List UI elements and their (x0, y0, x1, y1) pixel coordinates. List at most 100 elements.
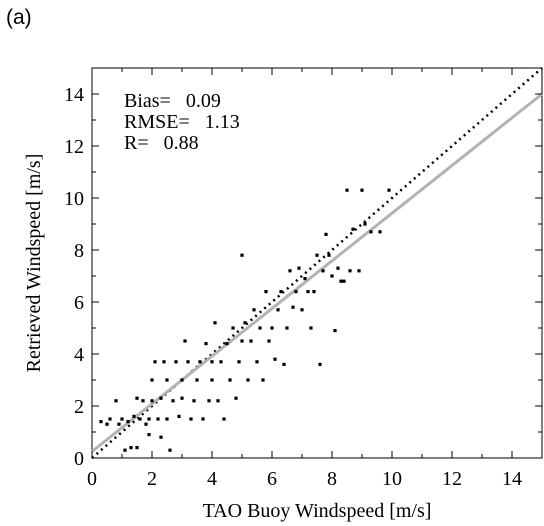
data-point-71 (294, 290, 298, 294)
stat-line-2: R= 0.88 (124, 132, 199, 154)
data-point-60 (261, 378, 265, 382)
data-point-26 (168, 448, 172, 452)
data-point-39 (204, 342, 208, 346)
data-point-17 (150, 399, 154, 403)
data-point-37 (198, 360, 202, 364)
data-point-8 (129, 446, 133, 450)
x-tick-label-0: 0 (87, 468, 97, 490)
data-point-10 (135, 446, 139, 450)
data-points (99, 188, 391, 452)
data-point-77 (312, 290, 316, 294)
data-point-78 (315, 253, 319, 257)
data-point-96 (387, 188, 391, 192)
data-point-18 (150, 378, 154, 382)
data-point-59 (258, 326, 262, 330)
x-tick-label-7: 14 (502, 468, 522, 490)
data-point-70 (291, 305, 295, 309)
data-point-33 (186, 360, 190, 364)
data-point-90 (351, 227, 355, 231)
y-axis-ticks: 0 2 4 6 8 10 12 14 (64, 84, 542, 470)
plot-frame (91, 67, 543, 459)
data-point-69 (288, 269, 292, 273)
data-point-66 (279, 290, 283, 294)
data-point-42 (210, 360, 214, 364)
data-point-52 (240, 339, 244, 343)
x-tick-label-5: 10 (382, 468, 402, 490)
data-point-89 (348, 269, 352, 273)
data-point-30 (180, 396, 184, 400)
data-point-85 (336, 266, 340, 270)
data-point-93 (363, 222, 367, 226)
data-point-58 (255, 360, 259, 364)
data-point-79 (318, 362, 322, 366)
data-point-36 (195, 378, 199, 382)
data-point-48 (228, 378, 232, 382)
y-tick-label-6: 12 (64, 136, 84, 158)
data-point-28 (174, 360, 178, 364)
data-point-81 (324, 232, 328, 236)
data-point-82 (327, 253, 331, 257)
data-point-27 (171, 399, 175, 403)
data-point-19 (153, 360, 157, 364)
plot-area-border (91, 67, 543, 459)
data-point-13 (141, 399, 145, 403)
x-axis-title: TAO Buoy Windspeed [m/s] (203, 500, 432, 522)
data-point-51 (237, 360, 241, 364)
data-point-84 (333, 329, 337, 333)
data-point-87 (342, 279, 346, 283)
data-point-41 (210, 378, 214, 382)
data-point-55 (246, 378, 250, 382)
data-point-0 (99, 420, 103, 424)
data-point-67 (282, 362, 286, 366)
data-point-47 (225, 342, 229, 346)
data-point-54 (243, 321, 247, 325)
data-point-29 (177, 414, 181, 418)
y-tick-label-4: 8 (74, 240, 84, 262)
data-point-22 (159, 435, 163, 439)
data-point-92 (360, 188, 364, 192)
data-point-35 (192, 399, 196, 403)
data-point-24 (165, 378, 169, 382)
data-point-16 (147, 417, 151, 421)
y-tick-label-7: 14 (64, 84, 84, 106)
data-point-5 (120, 417, 124, 421)
panel-label: (a) (6, 6, 32, 29)
data-point-86 (339, 279, 343, 283)
y-tick-label-2: 4 (74, 344, 84, 366)
data-point-68 (285, 326, 289, 330)
data-point-80 (321, 269, 325, 273)
data-point-14 (144, 422, 148, 426)
data-point-11 (135, 396, 139, 400)
data-point-21 (159, 396, 163, 400)
data-point-95 (378, 230, 382, 234)
data-point-49 (231, 326, 235, 330)
stat-line-0: Bias= 0.09 (124, 90, 221, 112)
data-point-25 (165, 417, 169, 421)
data-point-94 (369, 230, 373, 234)
data-point-34 (189, 417, 193, 421)
y-axis-title: Retrieved Windspeed [m/s] (23, 154, 45, 373)
x-tick-label-4: 8 (327, 468, 337, 490)
data-point-75 (306, 290, 310, 294)
data-point-4 (117, 422, 121, 426)
data-point-43 (213, 321, 217, 325)
data-point-23 (162, 360, 166, 364)
y-tick-label-1: 2 (74, 396, 84, 418)
data-point-2 (108, 417, 112, 421)
data-point-44 (216, 399, 220, 403)
reference-lines (91, 67, 543, 459)
regression-fit-line (91, 92, 543, 453)
x-axis-ticks: 0 2 4 6 8 10 12 14 (87, 68, 522, 490)
x-tick-label-6: 12 (442, 468, 462, 490)
data-point-72 (297, 266, 301, 270)
data-point-12 (138, 417, 142, 421)
y-tick-label-5: 10 (64, 188, 84, 210)
data-point-9 (132, 414, 136, 418)
data-point-45 (219, 360, 223, 364)
data-point-32 (183, 339, 187, 343)
data-point-83 (330, 274, 334, 278)
data-point-65 (276, 308, 280, 312)
data-point-53 (240, 253, 244, 257)
